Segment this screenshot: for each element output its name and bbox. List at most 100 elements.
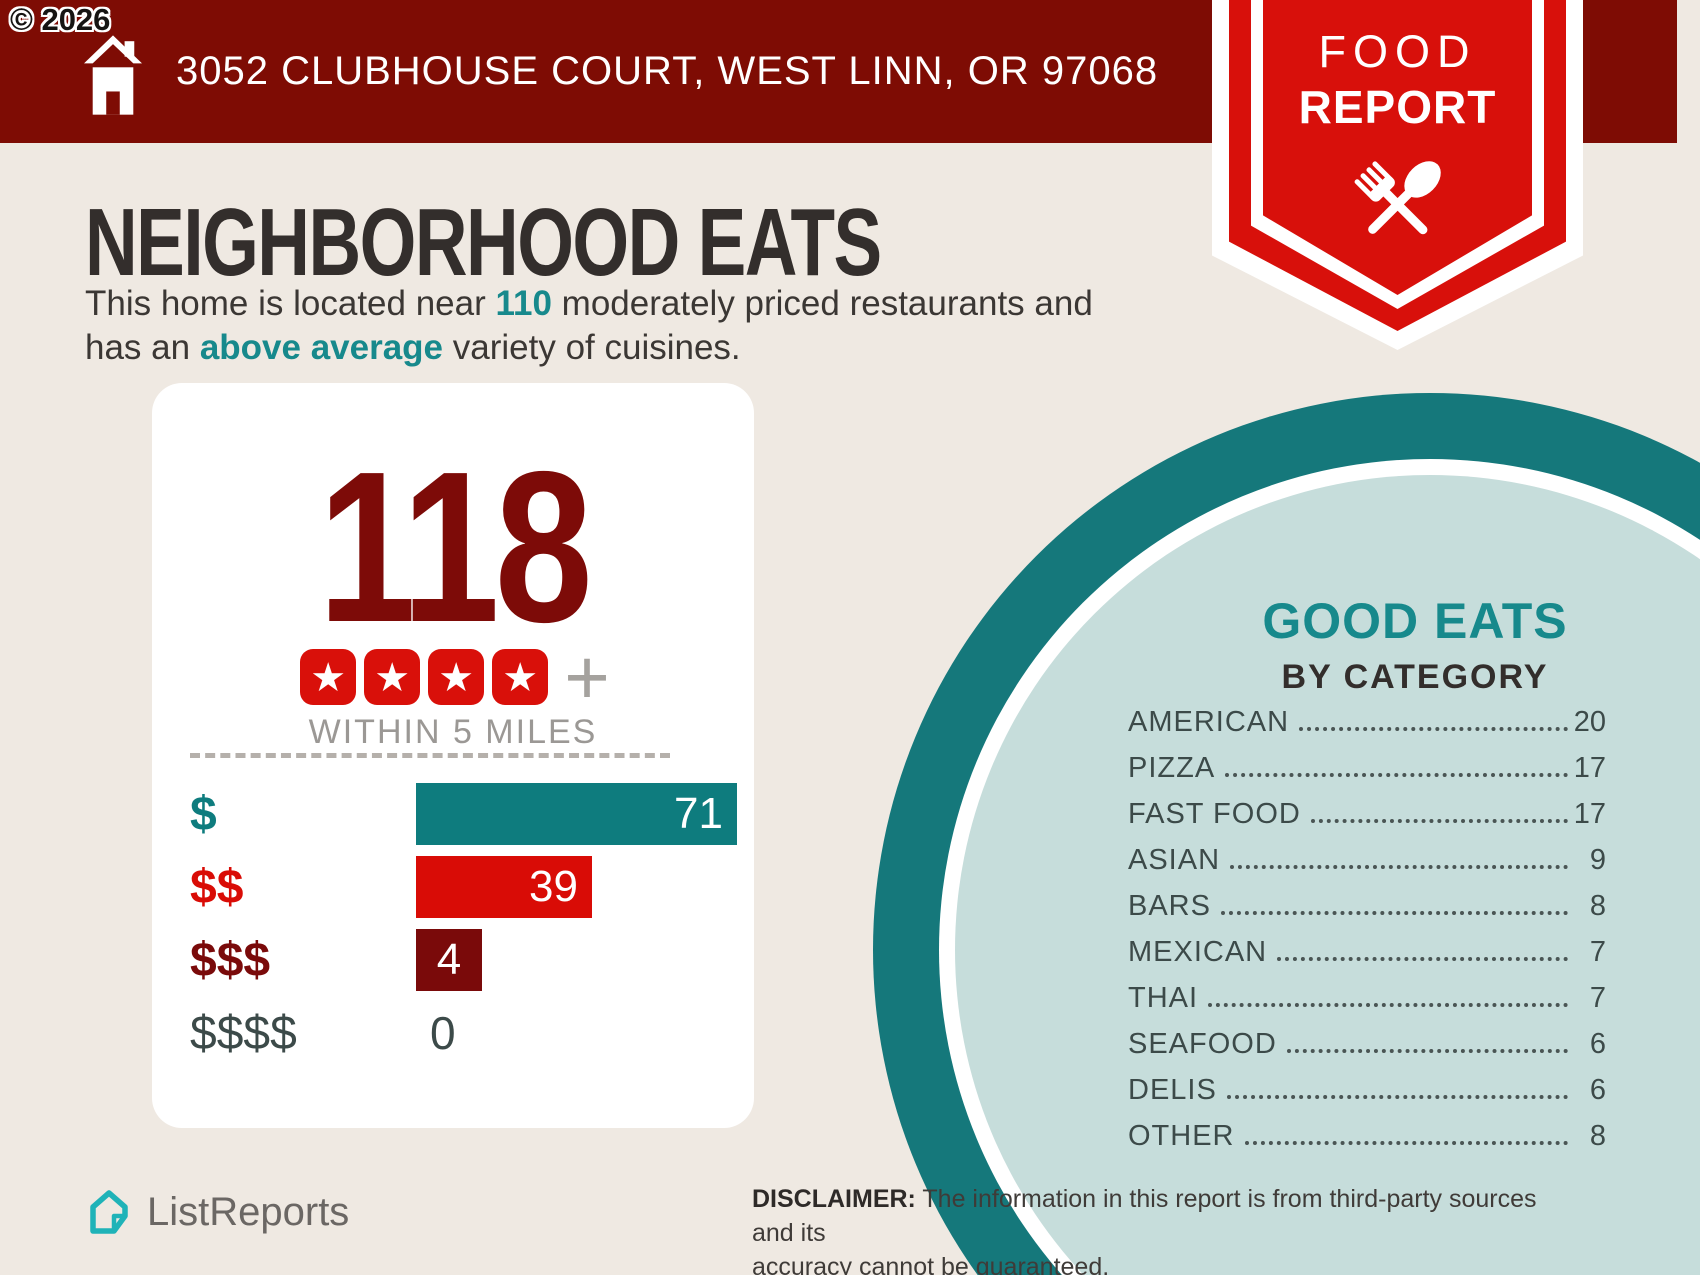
badge-title-report: REPORT bbox=[1298, 81, 1497, 133]
category-row: OTHER 8 bbox=[1128, 1120, 1606, 1166]
category-label: ASIAN bbox=[1128, 844, 1221, 876]
category-leader bbox=[1299, 727, 1568, 731]
bar-area: 71 bbox=[416, 783, 737, 845]
within-label: WITHIN 5 MILES bbox=[308, 713, 598, 751]
bar-row: $$$$ 0 bbox=[190, 1002, 737, 1064]
badge-outer-stroke: FOOD REPORT bbox=[1212, 0, 1583, 350]
bar-fill: 4 bbox=[416, 929, 482, 991]
category-row: BARS 8 bbox=[1128, 890, 1606, 936]
category-row: FAST FOOD 17 bbox=[1128, 798, 1606, 844]
badge-red-field: FOOD REPORT bbox=[1229, 0, 1566, 331]
subtitle: This home is located near 110 moderately… bbox=[85, 282, 1093, 370]
property-address: 3052 CLUBHOUSE COURT, WEST LINN, OR 9706… bbox=[176, 49, 1159, 93]
category-row: SEAFOOD 6 bbox=[1128, 1028, 1606, 1074]
restaurant-stats-card: 118 ★ ★ ★ ★ + WITHIN 5 MILES $71 $$ 39 $$$ 4 $$$$… bbox=[152, 383, 754, 1128]
bar-value: 0 bbox=[430, 1007, 456, 1059]
bar-fill: 39 bbox=[416, 856, 592, 918]
category-value: 17 bbox=[1573, 752, 1606, 784]
subtitle-line1: This home is located near 110 moderately… bbox=[85, 282, 1093, 326]
star-icon: ★ bbox=[364, 649, 421, 705]
category-label: MEXICAN bbox=[1128, 936, 1268, 968]
bar-area: 39 bbox=[416, 856, 737, 918]
subtitle-text: This home is located near bbox=[85, 284, 496, 323]
listreports-logo-icon bbox=[90, 1190, 128, 1234]
disclaimer: DISCLAIMER: The information in this repo… bbox=[752, 1182, 1562, 1275]
disclaimer-label: DISCLAIMER: bbox=[752, 1185, 916, 1213]
page-title: NEIGHBORHOOD EATS bbox=[85, 189, 882, 296]
badge-inner-stroke: FOOD REPORT bbox=[1251, 0, 1544, 309]
bar-row: $$$ 4 bbox=[190, 929, 737, 991]
category-value: 8 bbox=[1589, 1120, 1606, 1152]
category-leader bbox=[1244, 1141, 1568, 1145]
category-leader bbox=[1286, 1049, 1568, 1053]
badge-core: FOOD REPORT bbox=[1263, 0, 1532, 295]
category-leader bbox=[1277, 957, 1568, 961]
subtitle-text: variety of cuisines. bbox=[443, 328, 741, 367]
bar-label: $$$ bbox=[190, 933, 271, 987]
category-value: 17 bbox=[1573, 798, 1606, 830]
copyright-text: © 2026 bbox=[10, 2, 111, 37]
good-eats-header: GOOD EATS BY CATEGORY bbox=[1150, 592, 1680, 697]
category-label: DELIS bbox=[1128, 1074, 1217, 1106]
good-eats-subtitle: BY CATEGORY bbox=[1281, 658, 1549, 696]
category-row: DELIS 6 bbox=[1128, 1074, 1606, 1120]
category-label: OTHER bbox=[1128, 1120, 1235, 1152]
restaurant-count-highlight: 110 bbox=[495, 284, 552, 323]
category-row: ASIAN 9 bbox=[1128, 844, 1606, 890]
star-icon: ★ bbox=[428, 649, 485, 705]
category-list: AMERICAN 20 PIZZA 17 FAST FOOD 17 ASIAN 9 BARS 8 M… bbox=[1128, 706, 1606, 1166]
bar-row: $$ 39 bbox=[190, 856, 737, 918]
bar-fill: 71 bbox=[416, 783, 737, 845]
bar-value: 4 bbox=[436, 935, 462, 984]
category-value: 6 bbox=[1589, 1028, 1606, 1060]
bar-label: $$$$ bbox=[190, 1006, 297, 1060]
plus-icon: + bbox=[564, 633, 610, 721]
disclaimer-line1: DISCLAIMER: The information in this repo… bbox=[752, 1182, 1562, 1250]
category-value: 8 bbox=[1589, 890, 1606, 922]
category-row: MEXICAN 7 bbox=[1128, 936, 1606, 982]
variety-highlight: above average bbox=[199, 328, 444, 367]
utensils-icon bbox=[1354, 161, 1441, 235]
category-label: SEAFOOD bbox=[1128, 1028, 1277, 1060]
category-leader bbox=[1230, 865, 1568, 869]
category-value: 7 bbox=[1589, 936, 1606, 968]
bar-area: 4 bbox=[416, 929, 737, 991]
bar-row: $71 bbox=[190, 783, 737, 845]
bar-area: 0 bbox=[416, 1002, 737, 1064]
category-leader bbox=[1220, 911, 1568, 915]
bar-value: 71 bbox=[674, 789, 723, 838]
category-value: 9 bbox=[1589, 844, 1606, 876]
restaurant-count: 118 bbox=[318, 426, 593, 667]
category-value: 6 bbox=[1589, 1074, 1606, 1106]
subtitle-text: has an bbox=[85, 328, 200, 367]
star-icon: ★ bbox=[300, 649, 357, 705]
good-eats-title: GOOD EATS bbox=[1262, 593, 1568, 649]
category-value: 7 bbox=[1589, 982, 1606, 1014]
home-icon bbox=[84, 35, 142, 115]
category-leader bbox=[1310, 819, 1568, 823]
price-bar-chart: $71 $$ 39 $$$ 4 $$$$ 0 bbox=[190, 783, 737, 1075]
category-row: PIZZA 17 bbox=[1128, 752, 1606, 798]
bar-value: 39 bbox=[529, 862, 578, 911]
disclaimer-text: The information in this report is from t… bbox=[752, 1185, 1537, 1247]
category-label: FAST FOOD bbox=[1128, 798, 1301, 830]
star-icon: ★ bbox=[492, 649, 549, 705]
category-leader bbox=[1208, 1003, 1568, 1007]
subtitle-line2: has an above average variety of cuisines… bbox=[85, 326, 1093, 370]
category-label: THAI bbox=[1128, 982, 1199, 1014]
listreports-brand: ListReports bbox=[85, 1186, 349, 1238]
category-label: AMERICAN bbox=[1128, 706, 1290, 738]
bar-label: $$ bbox=[190, 860, 244, 914]
food-report-badge: FOOD REPORT bbox=[1212, 0, 1583, 350]
category-value: 20 bbox=[1573, 706, 1606, 738]
badge-title-food: FOOD bbox=[1318, 26, 1477, 77]
category-label: PIZZA bbox=[1128, 752, 1216, 784]
category-label: BARS bbox=[1128, 890, 1211, 922]
category-row: THAI 7 bbox=[1128, 982, 1606, 1028]
bar-label: $ bbox=[190, 787, 217, 841]
category-row: AMERICAN 20 bbox=[1128, 706, 1606, 752]
category-leader bbox=[1225, 773, 1568, 777]
disclaimer-line2: accuracy cannot be guaranteed. bbox=[752, 1253, 1110, 1275]
subtitle-text: moderately priced restaurants and bbox=[551, 284, 1093, 323]
